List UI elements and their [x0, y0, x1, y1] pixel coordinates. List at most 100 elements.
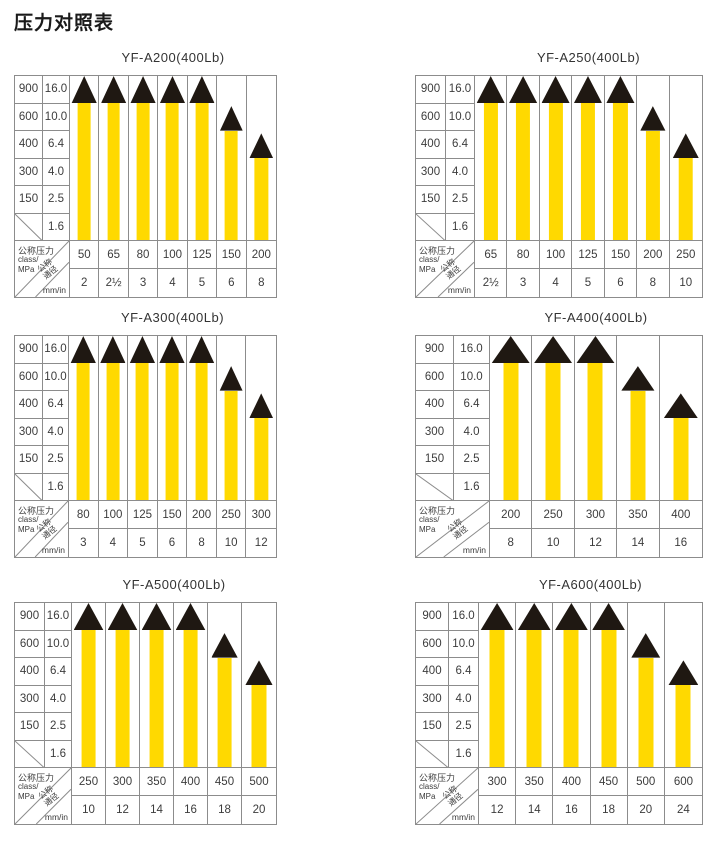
- bar-column: [539, 76, 573, 241]
- class-value-cell: 400: [553, 768, 591, 796]
- size-value-cell: 4: [540, 269, 573, 297]
- bar-column: [475, 76, 508, 241]
- pressure-bar: [224, 390, 238, 500]
- axis-mpa-tick: 16.0: [454, 336, 490, 364]
- size-value-cell: 4: [158, 269, 188, 297]
- diagonal-line: [15, 741, 44, 768]
- triangle-marker: [533, 336, 573, 364]
- corner-mpa-label: MPa: [419, 792, 436, 801]
- bar-column: [637, 76, 670, 241]
- axis-class-tick: 400: [416, 658, 449, 686]
- bar-column: [216, 336, 247, 501]
- corner-class-label: class/: [18, 515, 39, 524]
- triangle-marker: [668, 660, 699, 685]
- size-value-cell: 4: [99, 529, 129, 557]
- axis-mpa-tick: 2.5: [446, 186, 475, 214]
- axis-mpa-tick: 10.0: [43, 103, 70, 131]
- pressure-bar: [563, 630, 579, 767]
- axis-class-tick: 400: [416, 131, 446, 159]
- pressure-bar: [107, 103, 121, 240]
- size-value-cell: 18: [591, 796, 628, 824]
- pressure-bar: [165, 363, 179, 500]
- chart-title: YF-A300(400Lb): [120, 310, 225, 325]
- corner-mpa-label: MPa: [419, 265, 436, 274]
- axis-mpa-tick: 10.0: [454, 363, 490, 391]
- triangle-marker: [541, 76, 570, 104]
- diagonal-line: [15, 474, 42, 501]
- class-value-cell: 200: [187, 501, 217, 529]
- pressure-chart-table: 900 16.0 600 10.0 400 6.4 300 4.0 150 2.5 1.6 250 30…: [14, 602, 277, 825]
- pressure-bar: [251, 685, 267, 767]
- axis-class-tick: 600: [416, 103, 446, 131]
- chart-title: YF-A200(400Lb): [121, 50, 225, 65]
- size-value-cell: 20: [252, 804, 266, 816]
- axis-mpa-tick: 2.5: [43, 186, 70, 214]
- bar-column: [106, 603, 140, 768]
- corner-diagonal-lines: [416, 241, 474, 297]
- class-value-cell: 80: [507, 241, 540, 269]
- size-value-cell: 8: [187, 529, 217, 557]
- triangle-marker: [573, 76, 603, 104]
- pressure-bar: [76, 363, 90, 500]
- triangle-marker: [576, 336, 615, 364]
- pressure-bar: [601, 630, 617, 767]
- bar-column: [128, 76, 159, 241]
- axis-mpa-tick: 10.0: [45, 630, 72, 658]
- triangle-marker: [107, 603, 138, 631]
- axis-mpa-tick: 16.0: [43, 76, 70, 104]
- triangle-marker: [71, 76, 97, 104]
- size-value-cell: 10: [72, 796, 106, 824]
- triangle-marker: [672, 133, 699, 158]
- size-value-cell: 3: [507, 269, 540, 297]
- size-value-cell: 10: [679, 277, 693, 289]
- triangle-marker: [189, 76, 215, 104]
- axis-class-tick: 600: [15, 630, 45, 658]
- axis-class-tick: 150: [15, 186, 43, 214]
- pressure-bar: [638, 657, 654, 767]
- axis-class-tick: 900: [15, 76, 43, 104]
- pressure-bar: [503, 363, 519, 500]
- pressure-bar: [254, 158, 268, 240]
- chart-block-4: YF-A400(400Lb) 900 16.0 600 10.0 400 6.4 300 4.0…: [415, 308, 703, 558]
- axis-class-tick: 300: [416, 685, 449, 713]
- pressure-bar: [675, 685, 691, 767]
- axis-mpa-tick: 16.0: [449, 603, 479, 631]
- corner-header-cell: 公称压力 class/MPa 公称 通径 mm/in: [15, 501, 69, 557]
- pressure-bar: [136, 103, 150, 240]
- axis-class-tick: 300: [416, 158, 446, 186]
- axis-mpa-tick: 10.0: [43, 363, 69, 391]
- size-value-cell: 14: [516, 796, 554, 824]
- pressure-bar: [516, 103, 531, 240]
- size-value-cell: 14: [140, 796, 174, 824]
- class-value-cell: 65: [99, 241, 129, 269]
- class-value-cell: 50: [70, 241, 100, 269]
- axis-class-tick: 150: [15, 713, 45, 741]
- pressure-bar: [106, 363, 120, 500]
- size-value-cell: 6: [217, 269, 247, 297]
- axis-class-tick: 900: [416, 603, 449, 631]
- corner-pressure-label: 公称压力: [419, 246, 456, 256]
- bar-column: [553, 603, 591, 768]
- pressure-chart-table: 900 16.0 600 10.0 400 6.4 300 4.0 150 2.5 1.6 50 65 8…: [14, 75, 277, 298]
- bar-column: [490, 336, 533, 501]
- axis-mpa-tick: 6.4: [454, 391, 490, 419]
- diagonal-line: [416, 474, 453, 501]
- corner-pressure-label: 公称压力: [18, 773, 55, 783]
- corner-mpa-label: MPa: [18, 525, 35, 534]
- corner-size-unit-label: mm/in: [462, 545, 486, 555]
- triangle-marker: [70, 336, 97, 364]
- corner-diagonal-lines: [15, 768, 71, 824]
- class-value-cell: 500: [627, 768, 665, 796]
- corner-header-cell: 公称压力 class/MPa 公称 通径 mm/in: [15, 241, 70, 297]
- size-value-cell: 12: [575, 529, 618, 557]
- class-value-cell: 300: [479, 768, 517, 796]
- corner-size-unit-label: mm/in: [451, 812, 475, 822]
- bar-column: [187, 336, 217, 501]
- triangle-marker: [159, 336, 185, 364]
- axis-class-tick: 150: [416, 446, 454, 474]
- class-value-cell: 300: [246, 501, 276, 529]
- bar-column: [516, 603, 554, 768]
- triangle-marker: [517, 603, 551, 631]
- class-value-cell: 80: [128, 241, 159, 269]
- class-value-cell: 250: [216, 501, 247, 529]
